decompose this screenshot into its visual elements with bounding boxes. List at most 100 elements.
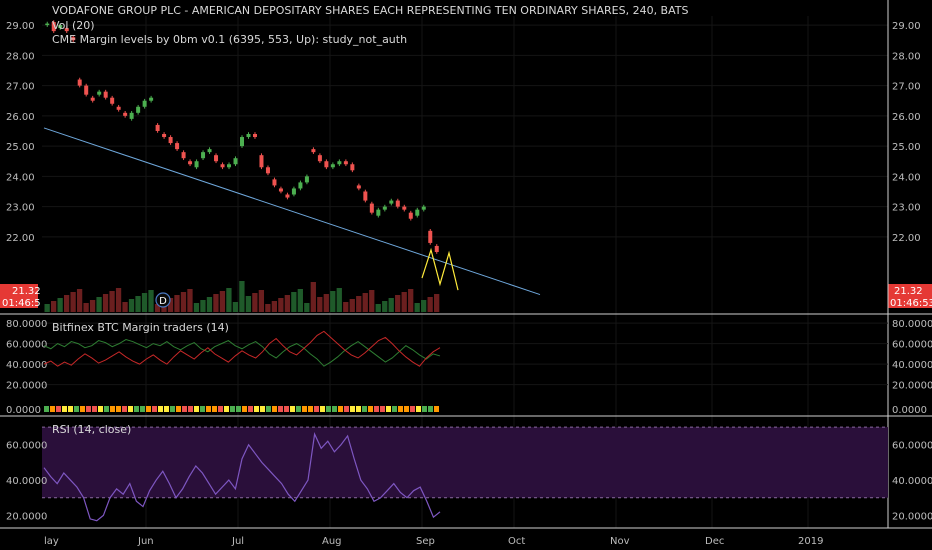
zero-strip-cell	[308, 406, 313, 412]
candle-body	[408, 212, 413, 219]
zero-strip-cell	[278, 406, 283, 412]
zero-strip-cell	[68, 406, 73, 412]
zero-strip-cell	[248, 406, 253, 412]
volume-bar	[174, 295, 180, 312]
rsi-line	[43, 432, 441, 522]
candle-body	[246, 134, 251, 138]
zero-tick-left: 0.0000	[6, 405, 41, 416]
zero-strip-cell	[326, 406, 331, 412]
zero-strip-cell	[212, 406, 217, 412]
volume-bar	[141, 293, 148, 312]
zero-strip-cell	[422, 406, 427, 412]
indicator-rsi-label[interactable]: RSI (14, close)	[52, 423, 131, 436]
time-tick: Nov	[610, 536, 630, 547]
price-tick-left: 23.00	[6, 203, 35, 214]
volume-bar	[206, 297, 213, 312]
price-tick-left: 26.00	[6, 112, 35, 123]
zero-strip-cell	[128, 406, 133, 412]
volume-bar	[388, 298, 394, 312]
indicator-vol-label[interactable]: Vol (20)	[52, 19, 95, 32]
projection-path[interactable]	[421, 247, 459, 291]
volume-bar	[271, 301, 278, 312]
zero-strip-cell	[290, 406, 295, 412]
candle-body	[77, 79, 82, 86]
zero-strip-dots	[44, 406, 439, 412]
price-tick-right: 26.00	[892, 112, 921, 123]
rsi-band	[42, 427, 888, 498]
indicator-cme-label[interactable]: CME Margin levels by 0bm v0.1 (6395, 553…	[52, 33, 407, 46]
volume-bar	[291, 292, 297, 312]
zero-strip-cell	[314, 406, 319, 412]
volume-bar	[434, 294, 440, 312]
countdown-right: 01:46:53	[890, 298, 932, 309]
volume-bar	[401, 292, 407, 312]
bitfinex-axis-right: 80.0000 60.0000 40.0000 20.0000	[892, 319, 932, 392]
candle-body	[168, 137, 173, 144]
candle-body	[330, 164, 335, 168]
candle-body	[51, 22, 56, 32]
zero-strip-cell	[50, 406, 55, 412]
volume-bar	[96, 297, 102, 312]
trendline[interactable]	[43, 127, 541, 296]
zero-strip-cell	[146, 406, 151, 412]
volume-bar	[57, 298, 63, 312]
volume-bar	[226, 288, 232, 312]
zero-strip-cell	[140, 406, 145, 412]
zero-strip-cell	[182, 406, 187, 412]
zero-strip-cell	[80, 406, 85, 412]
volume-bar	[239, 281, 245, 312]
volume-bar	[128, 299, 135, 312]
candle-body	[265, 167, 270, 174]
price-tick-left: 22.00	[6, 233, 35, 244]
price-tick-left: 27.00	[6, 82, 35, 93]
last-price-badge-right: 21.32 01:46:53	[888, 284, 932, 309]
price-tick-right: 24.00	[892, 172, 921, 183]
price-tick-left: 28.00	[6, 51, 35, 62]
bitfinex-grid	[42, 322, 888, 386]
zero-strip-cell	[152, 406, 157, 412]
time-tick: Jun	[137, 536, 154, 547]
volume-bar	[50, 301, 57, 312]
bitfinex-tick-right: 80.0000	[892, 319, 932, 330]
price-axis-left: 29.00 28.00 27.00 26.00 25.00 24.00 23.00 22.00	[6, 21, 35, 244]
bitfinex-series-line	[43, 338, 441, 367]
bitfinex-tick-left: 20.0000	[6, 381, 47, 392]
candle-body	[155, 124, 160, 131]
volume-bar	[252, 293, 258, 312]
candle-body	[350, 164, 355, 171]
zero-strip-cell	[416, 406, 421, 412]
zero-strip-cell	[398, 406, 403, 412]
candle-body	[116, 106, 121, 110]
zero-strip-cell	[362, 406, 367, 412]
candle-body	[142, 100, 147, 107]
time-tick: Aug	[322, 536, 342, 547]
event-marker[interactable]: D	[155, 292, 171, 308]
zero-strip-cell	[176, 406, 181, 412]
zero-strip-cell	[374, 406, 379, 412]
volume-bar	[245, 296, 252, 312]
volume-bar	[265, 304, 271, 312]
candle-body	[233, 158, 238, 165]
indicator-bitfinex-label[interactable]: Bitfinex BTC Margin traders (14)	[52, 321, 229, 334]
price-tick-right: 22.00	[892, 233, 921, 244]
candle-body	[259, 155, 264, 168]
zero-strip-cell	[44, 406, 49, 412]
volume-bar	[356, 296, 362, 312]
candle-body	[123, 112, 128, 116]
candle-body	[97, 91, 102, 95]
volume-bar	[187, 289, 193, 312]
candle-body	[240, 137, 244, 147]
volume-bar	[83, 303, 89, 312]
rsi-axis-left: 60.0000 40.0000 20.0000	[6, 441, 47, 523]
time-axis[interactable]: lay Jun Jul Aug Sep Oct Nov Dec 2019	[44, 536, 823, 547]
zero-strip-cell	[194, 406, 199, 412]
volume-bar	[70, 292, 76, 312]
zero-strip-cell	[332, 406, 337, 412]
candlestick-series	[45, 20, 439, 254]
candle-body	[214, 155, 219, 162]
rsi-tick-right: 20.0000	[892, 511, 932, 522]
volume-bar	[115, 288, 122, 312]
zero-strip-cell	[368, 406, 373, 412]
candle-body	[382, 206, 387, 210]
